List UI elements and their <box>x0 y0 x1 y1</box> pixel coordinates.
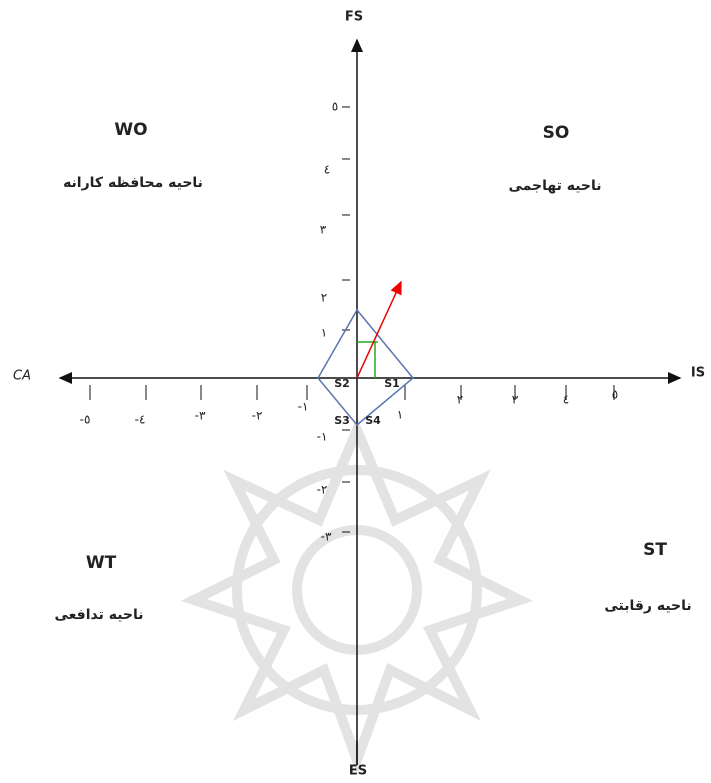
direction-vector <box>356 280 402 379</box>
vertex-label: S2 <box>334 377 350 390</box>
axis-label: FS <box>345 10 363 25</box>
vertex-label: S4 <box>365 414 381 427</box>
x-tick-label: ٣ <box>512 393 519 407</box>
x-tick-label: -١ <box>298 400 309 414</box>
y-tick-label: -١ <box>317 430 328 444</box>
axis-label: ES <box>349 764 367 779</box>
quadrant-code: WO <box>114 120 147 140</box>
quadrant-code: SO <box>543 123 570 143</box>
x-tick-label: -٢ <box>252 409 263 423</box>
x-tick-label: -٤ <box>135 413 146 427</box>
y-tick-label: ٢ <box>321 291 327 305</box>
y-tick-label: ١ <box>321 326 327 340</box>
axis-label: CA <box>13 369 31 384</box>
quadrant-name: ناحیه تهاجمی <box>508 178 601 194</box>
axis-label: IS <box>691 366 705 381</box>
quadrant-name: ناحیه رقابتی <box>604 598 691 614</box>
x-tick-label: ٥ <box>612 388 618 402</box>
quadrant-code: WT <box>86 553 117 573</box>
quadrant-name: ناحیه محافظه کارانه <box>63 175 203 191</box>
vertex-label: S3 <box>334 414 350 427</box>
x-tick-label: ٤ <box>563 393 569 407</box>
vertex-label: S1 <box>384 377 400 390</box>
y-tick-label: ٣ <box>320 223 327 237</box>
y-tick-label: -٣ <box>321 530 332 544</box>
x-tick-label: ١ <box>397 408 403 422</box>
y-tick-label: ٤ <box>324 163 330 177</box>
strategy-polygon <box>317 308 415 427</box>
x-tick-label: -٣ <box>195 409 206 423</box>
x-tick-label: -٥ <box>80 413 91 427</box>
x-tick-label: ٢ <box>457 393 463 407</box>
y-tick-label: -٢ <box>317 483 328 497</box>
y-tick-label: ٥ <box>332 100 338 114</box>
ticks <box>89 106 615 533</box>
quadrant-code: ST <box>643 540 667 560</box>
green-marks <box>357 341 378 378</box>
quadrant-name: ناحیه تدافعی <box>54 607 143 623</box>
